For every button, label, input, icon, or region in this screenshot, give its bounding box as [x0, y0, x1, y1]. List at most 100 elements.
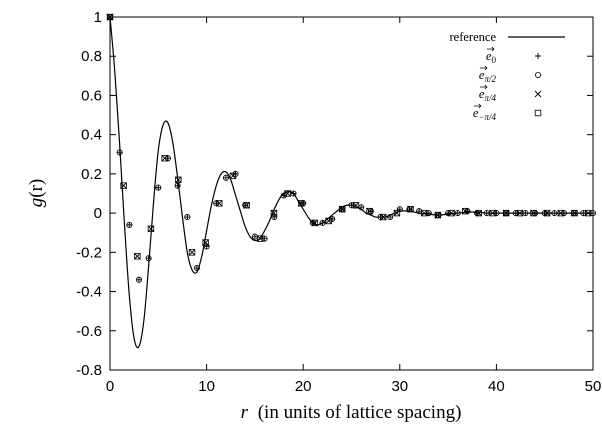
data-point-cross	[106, 13, 114, 21]
data-point-cross	[502, 209, 510, 217]
data-point-square	[339, 205, 346, 213]
data-point-plus	[454, 210, 461, 217]
data-point-square	[516, 209, 524, 217]
data-point-circle	[174, 182, 181, 189]
data-point-circle	[445, 210, 452, 217]
data-point-square	[421, 209, 428, 217]
data-point-circle	[535, 72, 542, 79]
y-tick-label: -0.6	[76, 323, 102, 340]
legend-label-sub: π/4	[484, 93, 496, 103]
data-point-circle	[590, 210, 597, 217]
data-point-cross	[297, 199, 305, 207]
data-point-circle	[155, 184, 162, 191]
y-tick-label: -0.8	[76, 362, 102, 379]
data-point-circle	[348, 202, 355, 209]
legend-label: eπ/4	[479, 87, 497, 103]
data-point-square	[489, 209, 496, 217]
data-point-square	[534, 109, 542, 117]
series-layer	[106, 13, 597, 349]
data-point-plus	[116, 149, 123, 156]
x-tick-label: 10	[198, 378, 215, 395]
data-point-cross	[243, 201, 250, 209]
data-point-square	[557, 209, 565, 217]
data-point-square	[502, 209, 510, 217]
data-point-square	[393, 209, 401, 217]
data-point-circle	[319, 219, 326, 226]
legend-label-sub: π/2	[484, 74, 496, 84]
data-point-circle	[290, 190, 297, 197]
data-point-plus	[261, 235, 268, 242]
data-point-circle	[280, 192, 287, 199]
data-point-square	[202, 239, 209, 246]
data-point-cross	[174, 176, 182, 184]
data-point-cross	[379, 213, 387, 221]
data-point-square	[175, 176, 182, 183]
data-point-plus	[535, 53, 541, 59]
data-point-cross	[461, 207, 469, 215]
data-point-cross	[489, 209, 496, 217]
data-point-cross	[202, 239, 209, 246]
legend-label: e−π/4	[473, 106, 497, 122]
x-tick-label: 20	[295, 378, 312, 395]
data-point-circle	[454, 210, 461, 217]
legend-label: reference	[450, 30, 497, 44]
data-point-circle	[261, 235, 268, 242]
y-tick-label: 0.8	[81, 48, 102, 65]
plot-frame	[109, 16, 594, 371]
series-e0	[107, 14, 596, 283]
data-point-cross	[147, 225, 155, 233]
legend-vector-arrow	[479, 84, 488, 90]
data-point-square	[161, 154, 168, 162]
data-point-cross	[407, 205, 414, 213]
data-point-circle	[145, 255, 152, 262]
data-point-plus	[319, 219, 326, 226]
x-tick-label: 30	[391, 378, 408, 395]
legend-vector-arrow	[473, 103, 482, 109]
series-e_pi/2	[107, 13, 597, 283]
legend-label-main: e	[486, 49, 492, 63]
data-point-plus	[126, 221, 133, 228]
y-tick-label: 0.4	[81, 127, 102, 144]
data-point-cross	[188, 249, 196, 256]
data-point-circle	[116, 149, 123, 156]
data-point-square	[448, 209, 455, 217]
legend-vector-arrow	[479, 65, 488, 71]
data-point-circle	[425, 210, 432, 217]
legend-label-main: e	[479, 87, 485, 101]
x-tick-label: 0	[106, 378, 114, 395]
data-point-square	[270, 209, 278, 217]
data-point-plus	[164, 155, 171, 162]
y-axis-title-var: g	[26, 198, 47, 208]
legend-item-e_pi/2: eπ/2	[479, 65, 542, 84]
legend-item-e0: e0	[486, 46, 541, 65]
data-point-circle	[193, 265, 200, 272]
data-point-plus	[251, 233, 258, 240]
y-tick-label: -0.2	[76, 244, 102, 261]
x-tick-label: 50	[585, 378, 602, 395]
legend-label-main: e	[473, 106, 479, 120]
data-point-plus	[174, 182, 181, 189]
data-point-square	[284, 190, 291, 197]
data-point-cross	[161, 154, 168, 162]
data-point-cross	[134, 252, 141, 260]
data-point-square	[584, 209, 592, 217]
data-point-square	[311, 219, 319, 227]
data-point-square	[243, 202, 250, 209]
data-point-plus	[445, 210, 452, 217]
data-point-square	[147, 225, 155, 232]
data-point-plus	[203, 243, 210, 250]
data-point-circle	[512, 210, 519, 217]
data-point-square	[257, 235, 264, 242]
data-point-plus	[271, 214, 278, 221]
y-axis-title-rest: (r)	[26, 179, 47, 198]
data-point-cross	[420, 209, 428, 217]
data-point-plus	[512, 210, 519, 217]
data-point-cross	[311, 219, 319, 227]
data-point-cross	[557, 209, 565, 217]
data-point-cross	[215, 199, 223, 207]
data-point-square	[188, 249, 196, 256]
data-point-square	[216, 200, 223, 207]
data-point-square	[530, 209, 537, 217]
data-point-plus	[522, 210, 529, 217]
ticks: 0 10 20 30 40 50-0.8-0.6-0.4-0.200.20.40.60.8…	[76, 9, 601, 395]
